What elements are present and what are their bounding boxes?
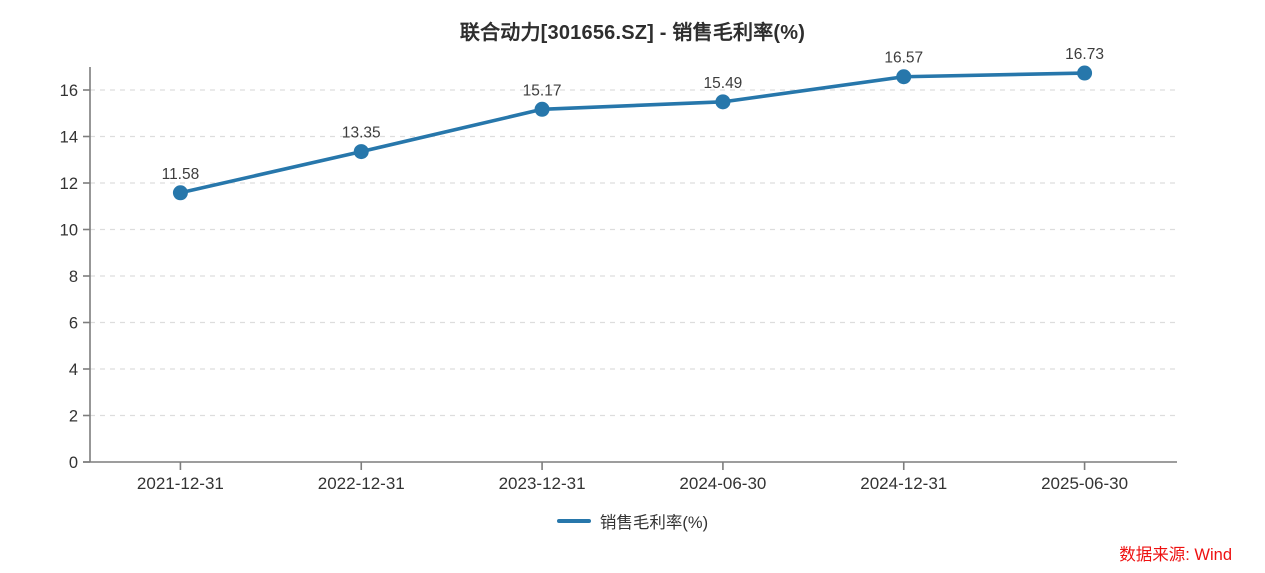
x-axis-tick-label: 2023-12-31 [499,474,586,493]
y-axis-tick-label: 0 [69,454,78,472]
data-point-label: 13.35 [342,125,381,142]
data-point-label: 15.17 [523,82,562,99]
data-point-marker[interactable] [1077,65,1093,81]
legend-item[interactable]: 销售毛利率(%) [0,509,1265,533]
data-point-marker[interactable] [172,185,188,201]
data-point-marker[interactable] [715,94,731,110]
series-line [178,71,1087,195]
data-point-marker[interactable] [896,69,912,85]
y-axis-tick-label: 14 [60,129,78,147]
y-axis-tick-label: 10 [60,222,78,240]
y-axis-tick-label: 2 [69,408,78,426]
y-axis-tick-label: 4 [69,361,78,379]
y-axis-tick-label: 12 [60,175,78,193]
y-axis-tick-label: 16 [60,82,78,100]
data-point-label: 16.73 [1065,46,1104,63]
chart-title: 联合动力[301656.SZ] - 销售毛利率(%) [459,22,806,44]
data-point-marker[interactable] [534,101,550,117]
data-point-label: 15.49 [704,75,743,92]
data-point-label: 16.57 [884,50,923,67]
x-axis-tick-label: 2024-06-30 [679,474,766,493]
data-point-marker[interactable] [353,144,369,160]
x-axis-tick-label: 2025-06-30 [1041,474,1128,493]
x-axis-tick-label: 2022-12-31 [318,474,405,493]
data-source-note: 数据来源: Wind [1119,546,1232,564]
legend-line-swatch [556,519,591,523]
x-axis-tick-label: 2024-12-31 [860,474,947,493]
y-axis-tick-label: 8 [69,268,78,286]
legend-label: 销售毛利率(%) [599,514,709,532]
y-axis-tick-label: 6 [69,315,78,333]
x-axis-tick-label: 2021-12-31 [137,474,224,493]
data-point-label: 11.58 [162,166,200,183]
